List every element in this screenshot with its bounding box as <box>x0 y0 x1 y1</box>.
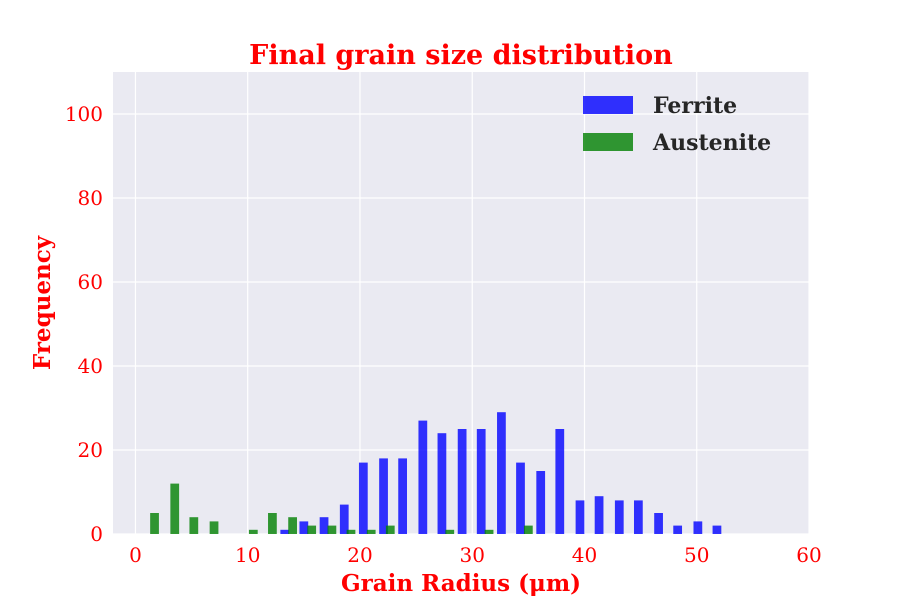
bar-ferrite <box>437 433 447 534</box>
legend: Ferrite Austenite <box>583 93 771 156</box>
y-tick-label: 40 <box>78 354 103 378</box>
bar-ferrite <box>633 500 643 534</box>
x-tick-label: 30 <box>459 543 484 567</box>
legend-label-austenite: Austenite <box>652 130 771 156</box>
bar-ferrite <box>497 412 506 534</box>
bar-austenite <box>248 529 258 534</box>
bar-austenite <box>209 521 219 534</box>
x-tick-label: 10 <box>235 543 260 567</box>
y-tick-label: 60 <box>78 270 103 294</box>
bar-austenite <box>366 529 376 534</box>
bar-austenite <box>268 513 277 534</box>
bar-austenite <box>523 525 533 534</box>
bar-ferrite <box>299 521 309 534</box>
bar-ferrite <box>418 420 428 534</box>
bar-ferrite <box>693 521 703 534</box>
x-axis-label: Grain Radius (μm) <box>341 570 581 597</box>
y-tick-label: 0 <box>90 522 103 546</box>
bar-ferrite <box>712 525 722 534</box>
bar-austenite <box>307 525 317 534</box>
x-tick-label: 0 <box>129 543 142 567</box>
bar-ferrite <box>654 513 663 534</box>
bar-austenite <box>288 517 297 534</box>
bar-ferrite <box>358 462 368 534</box>
bar-ferrite <box>536 471 546 534</box>
legend-swatch-ferrite <box>583 96 633 114</box>
bar-austenite <box>189 517 199 534</box>
bar-austenite <box>385 525 395 534</box>
bar-ferrite <box>575 500 585 534</box>
y-tick-label: 100 <box>65 102 103 126</box>
bar-austenite <box>327 525 337 534</box>
x-axis-ticks: 0 10 20 30 40 50 60 <box>129 543 822 567</box>
bar-ferrite <box>339 504 349 534</box>
y-tick-label: 80 <box>78 186 103 210</box>
bar-austenite <box>346 529 356 534</box>
bar-ferrite <box>594 496 604 534</box>
bar-ferrite <box>398 458 408 534</box>
bar-ferrite <box>457 429 467 534</box>
y-axis-label: Frequency <box>29 235 56 370</box>
x-tick-label: 50 <box>684 543 709 567</box>
bar-ferrite <box>319 517 329 534</box>
bar-austenite <box>445 529 455 534</box>
bar-ferrite <box>614 500 624 534</box>
y-axis-ticks: 0 20 40 60 80 100 <box>65 102 103 546</box>
bar-ferrite <box>379 458 388 534</box>
chart-title: Final grain size distribution <box>249 40 673 71</box>
legend-swatch-austenite <box>583 133 633 151</box>
bars <box>150 412 722 534</box>
bar-austenite <box>484 529 494 534</box>
x-tick-label: 40 <box>572 543 597 567</box>
bar-austenite <box>150 513 159 534</box>
bar-ferrite <box>476 429 486 534</box>
grid <box>113 72 810 535</box>
bar-ferrite <box>280 529 290 534</box>
x-tick-label: 60 <box>796 543 821 567</box>
y-tick-label: 20 <box>78 438 103 462</box>
bar-ferrite <box>673 525 683 534</box>
bar-ferrite <box>516 462 525 534</box>
x-tick-label: 20 <box>347 543 372 567</box>
bar-austenite <box>170 483 180 534</box>
bar-ferrite <box>555 429 565 534</box>
legend-label-ferrite: Ferrite <box>653 93 737 119</box>
